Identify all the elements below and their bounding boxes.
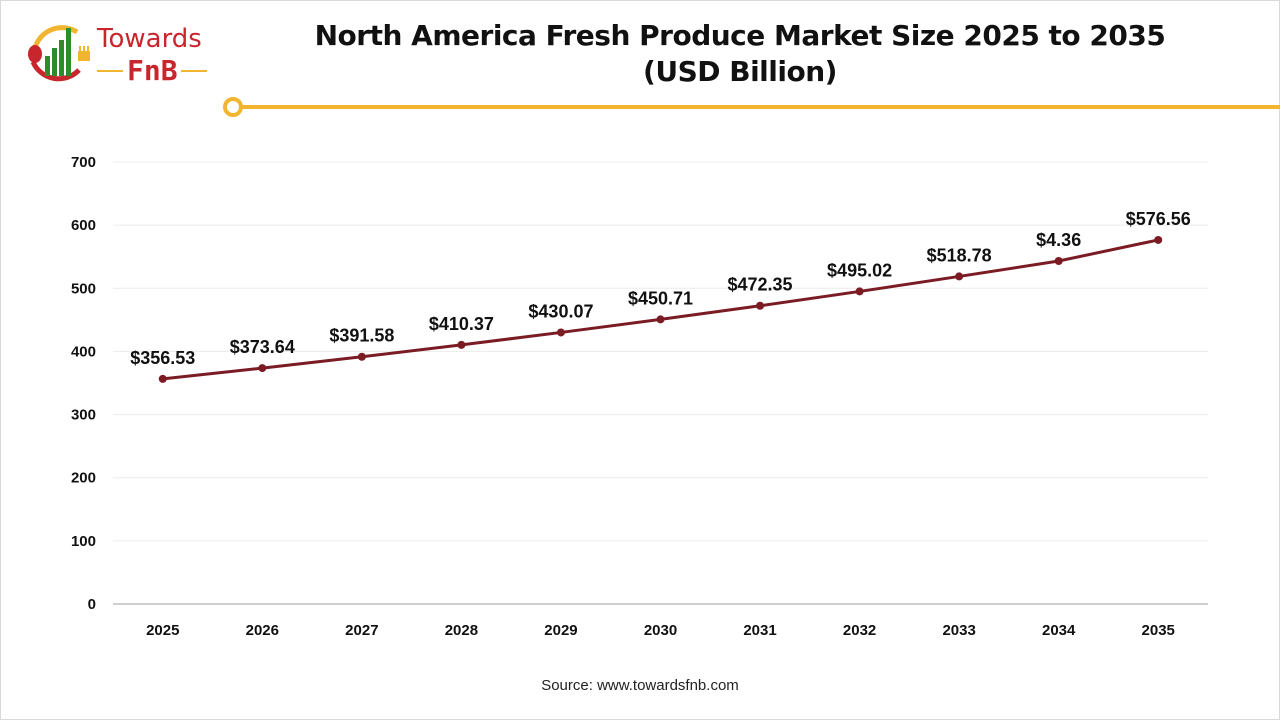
data-point xyxy=(756,301,765,310)
accent-dot-icon xyxy=(223,97,243,117)
data-label: $576.56 xyxy=(1126,209,1191,229)
data-point xyxy=(258,364,267,373)
x-tick-label: 2027 xyxy=(345,622,378,639)
data-point xyxy=(556,328,565,337)
y-tick-label: 100 xyxy=(71,533,96,550)
data-point xyxy=(955,272,964,281)
x-tick-label: 2028 xyxy=(445,622,478,639)
data-label: $430.07 xyxy=(528,301,593,321)
data-point xyxy=(357,352,366,361)
data-point xyxy=(457,340,466,349)
x-tick-label: 2031 xyxy=(743,622,776,639)
x-tick-label: 2026 xyxy=(246,622,279,639)
data-label: $495.02 xyxy=(827,260,892,280)
chart-subtitle: (USD Billion) xyxy=(643,55,837,88)
y-tick-label: 200 xyxy=(71,470,96,487)
data-point xyxy=(1054,257,1063,266)
logo-divider-left xyxy=(97,70,123,72)
accent-line xyxy=(223,97,1280,117)
data-point xyxy=(855,287,864,296)
x-tick-label: 2032 xyxy=(843,622,876,639)
x-tick-label: 2034 xyxy=(1042,622,1076,639)
data-label: $410.37 xyxy=(429,314,494,334)
data-point xyxy=(656,315,665,324)
data-point xyxy=(1154,235,1163,244)
chart-title-main: North America Fresh Produce Market Size … xyxy=(314,19,1166,52)
data-label: $373.64 xyxy=(230,337,295,357)
logo-divider-right xyxy=(181,70,207,72)
logo-emblem-icon xyxy=(28,25,90,82)
data-label: $391.58 xyxy=(329,326,394,346)
x-tick-label: 2025 xyxy=(146,622,179,639)
source-note: Source: www.towardsfnb.com xyxy=(541,677,739,694)
line-chart: 0 100 200 300 400 500 600 700 2025 2026 2027 2028 20… xyxy=(71,154,1208,639)
x-tick-label: 2035 xyxy=(1142,622,1175,639)
series-line xyxy=(162,238,1159,381)
data-label: $518.78 xyxy=(927,245,992,265)
logo-text-fnb: FnB xyxy=(127,54,178,87)
x-tick-label: 2029 xyxy=(544,622,577,639)
y-tick-label: 500 xyxy=(71,280,96,297)
data-label: $356.53 xyxy=(130,348,195,368)
y-tick-label: 0 xyxy=(88,596,96,613)
logo-text-towards: Towards xyxy=(97,24,202,54)
y-tick-label: 700 xyxy=(71,154,96,171)
chart-title: North America Fresh Produce Market Size … xyxy=(300,18,1180,90)
x-tick-label: 2033 xyxy=(942,622,975,639)
data-label: $472.35 xyxy=(728,275,793,295)
data-label: $4.36 xyxy=(1036,230,1081,250)
data-label: $450.71 xyxy=(628,288,693,308)
y-tick-label: 300 xyxy=(71,407,96,424)
y-tick-label: 600 xyxy=(71,217,96,234)
towards-fnb-logo: Towards FnB xyxy=(25,18,215,88)
y-tick-label: 400 xyxy=(71,343,96,360)
data-point xyxy=(158,374,167,383)
x-tick-label: 2030 xyxy=(644,622,677,639)
